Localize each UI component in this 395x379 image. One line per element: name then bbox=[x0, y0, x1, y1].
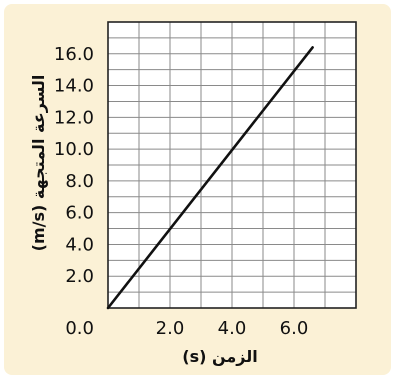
x-tick-label: 4.0 bbox=[218, 318, 247, 339]
plot-border bbox=[107, 21, 357, 309]
x-tick-label: 6.0 bbox=[280, 318, 309, 339]
series-layer bbox=[106, 46, 314, 310]
plot-frame bbox=[107, 21, 357, 309]
y-tick-labels: 2.0 4.0 6.0 8.0 10.0 12.0 14.0 16.0 bbox=[54, 44, 94, 287]
velocity-line bbox=[106, 46, 314, 310]
x-tick-labels: 0.0 2.0 4.0 6.0 bbox=[65, 318, 308, 339]
y-tick-label: 8.0 bbox=[65, 171, 94, 192]
y-tick-label: 4.0 bbox=[65, 234, 94, 255]
y-axis-title: السرعة المتجهة (m/s) bbox=[29, 75, 48, 252]
y-tick-label: 6.0 bbox=[65, 203, 94, 224]
y-tick-label: 14.0 bbox=[54, 76, 94, 97]
y-tick-label: 16.0 bbox=[54, 44, 94, 65]
x-tick-label: 2.0 bbox=[156, 318, 185, 339]
x-axis-title: الزمن (s) bbox=[182, 347, 257, 366]
y-tick-label: 2.0 bbox=[65, 266, 94, 287]
origin-tick-label: 0.0 bbox=[65, 318, 94, 339]
y-tick-label: 10.0 bbox=[54, 139, 94, 160]
y-tick-label: 12.0 bbox=[54, 107, 94, 128]
